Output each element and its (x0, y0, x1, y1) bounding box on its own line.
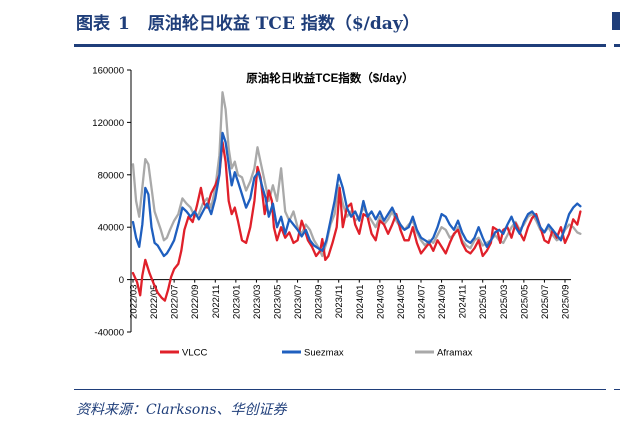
header-rule (74, 44, 606, 47)
x-tick-label: 2024/07 (417, 285, 428, 319)
x-tick-label: 2025/03 (499, 285, 510, 319)
y-tick-label: 0 (119, 275, 124, 286)
legend-label-suezmax: Suezmax (304, 348, 344, 359)
x-tick-label: 2025/05 (519, 285, 530, 319)
series-line-aframax (131, 91, 582, 258)
x-tick-label: 2025/09 (561, 285, 572, 319)
x-tick-label: 2024/05 (396, 285, 407, 319)
y-tick-label: 40000 (98, 223, 124, 234)
x-tick-label: 2022/11 (211, 285, 222, 319)
x-tick-label: 2024/03 (375, 285, 386, 319)
series-line-vlcc (131, 140, 582, 302)
x-tick-label: 2023/05 (273, 285, 284, 319)
y-tick-label: 160000 (92, 66, 124, 77)
chart-axes: -40000 0 40000 80000 120000 160000 2022/03 2022… (92, 66, 571, 339)
x-tick-label: 2024/09 (437, 285, 448, 319)
x-tick-label: 2025/07 (540, 285, 551, 319)
series-layer (131, 91, 582, 302)
footer-rule (74, 389, 606, 390)
adjacent-footer-rule (614, 389, 620, 390)
chart-legend: VLCC Suezmax Aframax (160, 348, 473, 359)
y-tick-label: 80000 (98, 170, 124, 181)
x-tick-label: 2022/09 (190, 285, 201, 319)
figure-number: 1 (118, 14, 130, 34)
x-tick-label: 2023/07 (293, 285, 304, 319)
figure-header: 图表 1 原油轮日收益 TCE 指数（$/day） (76, 9, 420, 34)
x-tick-label: 2024/01 (355, 285, 366, 319)
x-tick-label: 2024/11 (458, 285, 469, 319)
x-tick-label: 2023/03 (252, 285, 263, 319)
x-tick-label: 2023/11 (334, 285, 345, 319)
x-tick-label: 2023/09 (314, 285, 325, 319)
y-tick-label: 120000 (92, 118, 124, 129)
x-tick-label: 2022/03 (129, 285, 140, 319)
chart-title: 原油轮日收益TCE指数（$/day） (246, 71, 413, 85)
x-tick-label: 2022/05 (149, 285, 160, 319)
adjacent-figure-marker (612, 12, 620, 30)
figure-title: 原油轮日收益 TCE 指数（$/day） (147, 14, 420, 34)
y-tick-label: -40000 (94, 328, 124, 339)
x-tick-label: 2022/07 (170, 285, 181, 319)
x-tick-label: 2023/01 (231, 285, 242, 319)
figure-label: 图表 (76, 14, 110, 34)
adjacent-header-rule (614, 44, 620, 47)
legend-label-aframax: Aframax (437, 348, 473, 359)
x-tick-label: 2025/01 (478, 285, 489, 319)
series-line-suezmax (131, 131, 582, 258)
legend-label-vlcc: VLCC (182, 348, 207, 359)
source-note: 资料来源：Clarksons、华创证券 (76, 402, 287, 418)
